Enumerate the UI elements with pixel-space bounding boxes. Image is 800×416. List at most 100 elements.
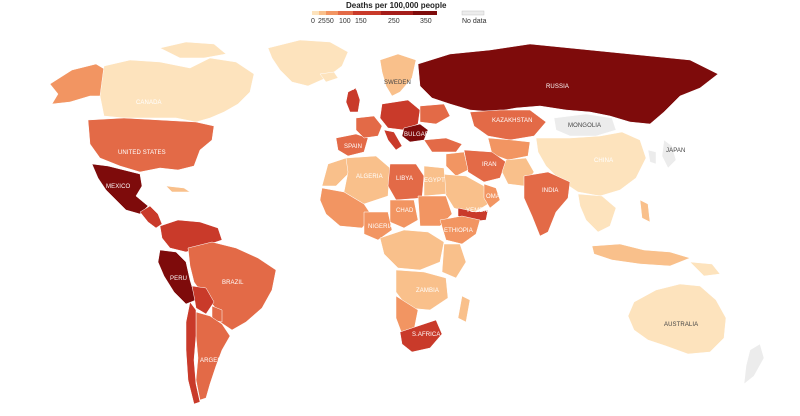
country-cuba [165,185,191,193]
country-greenland [267,39,349,87]
country-turkey [423,137,463,153]
label-iran: IRAN [482,162,497,168]
legend-swatch-3 [338,11,353,15]
south-america [157,219,277,405]
country-zambia [395,269,449,311]
country-new-zealand [743,343,765,385]
label-bulgaria: BULGARIA [404,132,435,138]
label-mongolia: MONGOLIA [568,123,601,129]
country-madagascar [457,295,471,323]
label-peru: PERU [170,276,187,282]
country-ukraine [419,103,451,125]
country-mexico [91,163,149,215]
legend-swatch-5 [381,11,413,15]
label-zambia: ZAMBIA [416,288,439,294]
legend-swatch-4 [353,11,381,15]
country-paraguay [211,305,223,323]
north-america [49,39,349,229]
country-italy [383,129,403,151]
country-bolivia [191,285,215,315]
label-spain: SPAIN [344,144,362,150]
country-southeast-asia [577,193,617,233]
country-algeria [343,155,391,205]
country-chile [185,301,201,405]
label-united-states: UNITED STATES [118,150,166,156]
country-central-africa [379,229,445,271]
country-spain [335,133,369,157]
country-alaska [49,63,107,105]
legend: Deaths per 100,000 people 0 25 50 100 15… [311,1,487,25]
country-france [355,115,383,139]
legend-tick-150: 150 [355,18,367,25]
label-egypt: EGYPT [424,178,445,184]
legend-tick-100: 100 [339,18,351,25]
label-india: INDIA [542,188,559,194]
country-south-africa [399,319,443,353]
country-iceland [319,71,339,83]
label-ethiopia: ETHIOPIA [444,228,473,234]
label-china: CHINA [594,158,613,164]
label-yemen: YEMEN [466,208,488,214]
oceania [627,261,765,385]
label-kazakhstan: KAZAKHSTAN [492,118,533,124]
country-united-states [87,117,215,173]
label-mexico: MEXICO [106,184,131,190]
country-papua-new-guinea [689,261,721,277]
country-peru [157,249,197,305]
label-oman: OMAN [486,194,504,200]
country-canada [99,57,255,123]
label-sweden: SWEDEN [384,80,411,86]
label-brazil: BRAZIL [222,280,244,286]
label-nigeria: NIGERIA [368,224,393,230]
country-russia [417,43,719,125]
country-morocco [321,157,351,187]
country-canada-islands [159,41,227,59]
country-scandinavia [379,53,417,97]
label-australia: AUSTRALIA [664,322,698,328]
legend-bar [312,10,485,16]
country-mongolia [553,113,617,137]
legend-title: Deaths per 100,000 people [346,1,447,10]
label-canada: CANADA [136,100,162,106]
country-kazakhstan [469,109,547,141]
country-australia [627,283,727,355]
country-indonesia [591,243,691,267]
label-japan: JAPAN [666,148,685,154]
country-philippines [639,199,651,223]
label-britain: BRITAIN [344,86,368,92]
country-japan [661,139,677,169]
country-saudi-arabia [439,173,489,215]
label-chad: CHAD [396,208,414,214]
legend-no-data-label: No data [462,18,487,25]
legend-tick-50: 50 [326,18,334,25]
country-libya [387,163,425,201]
country-ethiopia [439,215,481,245]
legend-tick-250: 250 [388,18,400,25]
country-britain [345,87,361,113]
country-chad [389,199,419,229]
country-iraq-syria [445,151,469,177]
label-russia: RUSSIA [546,84,569,90]
country-argentina [195,311,231,401]
legend-swatch-0 [312,11,319,15]
legend-swatch-1 [319,11,326,15]
legend-swatch-no-data [461,10,485,16]
country-iran [463,149,507,183]
country-india [523,171,571,237]
country-west-africa [319,187,373,229]
label-argentina: ARGENTINA [200,358,236,364]
country-nigeria [363,211,393,241]
label-south-africa: S.AFRICA [412,332,440,338]
country-oman [483,183,501,209]
country-central-america [139,205,163,229]
europe [319,53,463,157]
label-libya: LIBYA [396,176,413,182]
legend-tick-25: 25 [318,18,326,25]
label-algeria: ALGERIA [356,174,383,180]
legend-swatch-6 [413,11,437,15]
country-labels: CANADA UNITED STATES MEXICO PERU BRAZIL … [106,80,698,364]
country-east-africa [441,243,467,279]
country-egypt [423,165,447,197]
legend-tick-350: 350 [420,18,432,25]
